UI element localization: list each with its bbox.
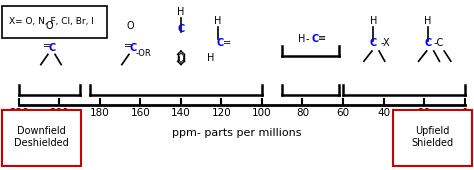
Text: H: H [207, 53, 215, 63]
Text: C: C [129, 43, 137, 53]
Text: O: O [127, 21, 134, 31]
Text: H: H [214, 15, 221, 26]
Text: =: = [223, 38, 231, 48]
Text: -X: -X [381, 38, 390, 48]
Text: C: C [424, 38, 432, 48]
Text: H: H [370, 15, 377, 26]
Text: C: C [177, 24, 184, 34]
Text: -C: -C [433, 38, 444, 48]
Text: ≡: ≡ [318, 33, 326, 43]
Text: =: = [124, 41, 132, 51]
Text: C: C [311, 34, 319, 44]
Text: -: - [306, 34, 309, 44]
Text: -OR: -OR [136, 49, 152, 58]
Text: Downfield
Deshielded: Downfield Deshielded [14, 126, 69, 148]
Text: H: H [177, 7, 185, 17]
Text: Upfield
Shielded: Upfield Shielded [411, 126, 453, 148]
Text: ppm- parts per millions: ppm- parts per millions [172, 128, 302, 138]
Text: H: H [298, 34, 306, 44]
Text: H: H [424, 15, 432, 26]
Text: =: = [43, 41, 51, 51]
Text: X= O, N, F, Cl, Br, I: X= O, N, F, Cl, Br, I [9, 17, 94, 26]
Text: O: O [46, 21, 53, 31]
Text: C: C [370, 38, 377, 48]
Text: C: C [48, 43, 55, 53]
Text: C: C [217, 38, 224, 48]
